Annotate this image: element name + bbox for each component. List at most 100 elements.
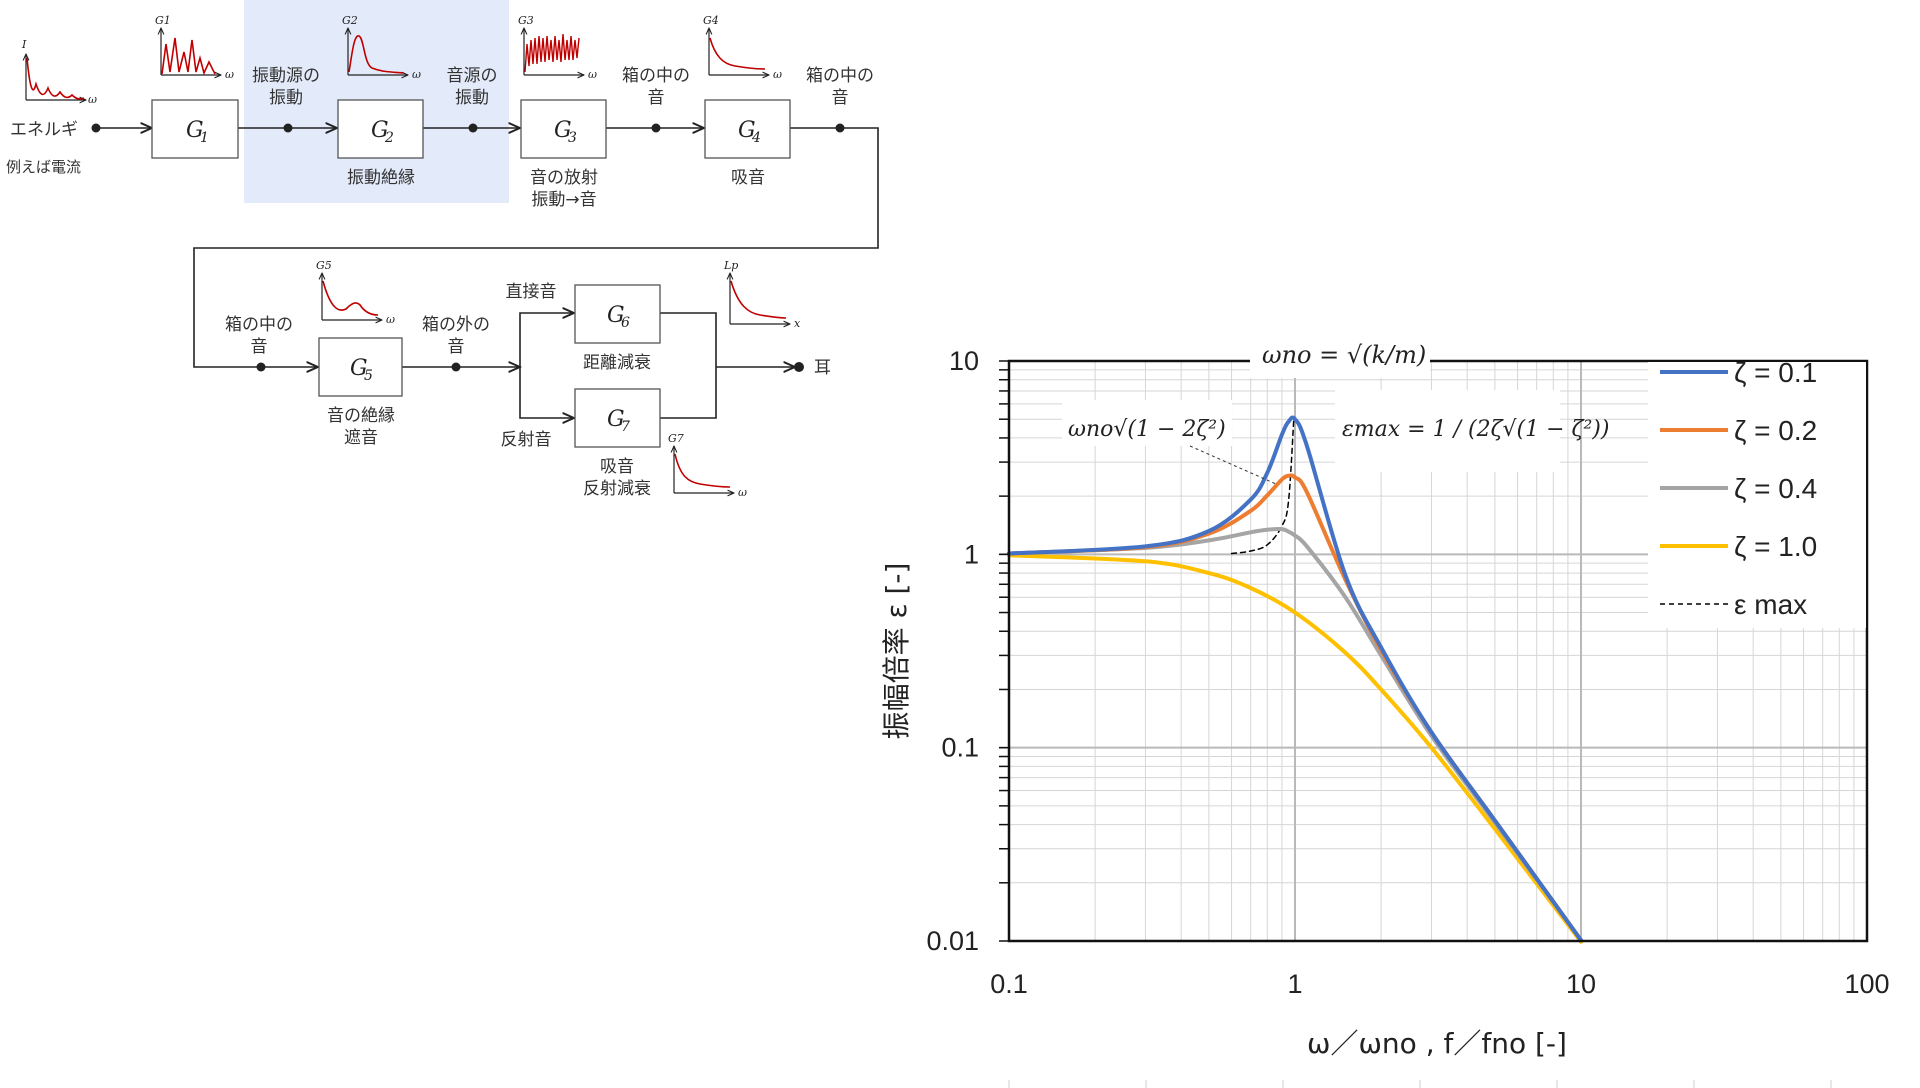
block-caption-g5a: 音の絶縁 [327,406,395,426]
output-ear-label: 耳 [814,358,831,378]
svg-text:7: 7 [621,419,630,435]
signal-nodes [91,123,845,372]
mini-graph-g1: G1 ω [155,14,234,81]
mini-graph-g3: G3 ω [518,14,597,81]
legend-label: ζ = 0.4 [1734,473,1817,504]
svg-text:G2: G2 [342,14,358,27]
y-tick-label: 0.1 [941,733,979,763]
x-axis-label: ω／ωno , f／fno [-] [1307,1027,1567,1060]
chart-series [1007,415,1583,944]
svg-text:G5: G5 [316,259,332,272]
svg-text:ω: ω [773,68,782,81]
mini-graph-g2: G2 ω [342,14,421,81]
eps-max-annotation-bg [1335,390,1560,472]
peak-freq-annotation: ωno√(1 − 2ζ²) [1068,417,1226,442]
signal-label-3b: 音 [648,88,665,108]
tick-labels: 0.1 1 10 100 0.01 0.1 1 10 [926,346,1889,999]
block-g1: G1 [151,99,239,159]
svg-text:G: G [607,303,625,328]
signal-label-1b: 振動 [269,88,303,108]
y-tick-label: 0.01 [926,926,979,956]
svg-text:G7: G7 [668,432,684,445]
svg-text:G: G [607,407,625,432]
svg-text:ω: ω [588,68,597,81]
svg-text:1: 1 [200,130,209,146]
block-caption-g4: 吸音 [731,168,765,188]
bottom-faint-ticks [1008,1080,1832,1088]
block-diagram: G1 G2 G3 G4 G5 G6 G7 エネルギ 例えば電流 振動源の 振動 … [6,0,879,499]
svg-text:Lp: Lp [723,259,738,272]
omega-no-annotation: ωno = √(k/m) [1262,341,1426,369]
legend-label: ζ = 0.1 [1734,357,1817,388]
block-caption-g3b: 振動→音 [531,190,596,210]
y-tick-label: 1 [964,539,979,569]
y-tick-label: 10 [949,346,979,376]
block-g5: G5 [318,337,403,397]
signal-label-2a: 音源の [447,66,498,86]
svg-text:ω: ω [412,68,421,81]
svg-text:ω: ω [88,93,97,106]
block-caption-g5b: 遮音 [344,428,378,448]
block-caption-g6: 距離減衰 [583,353,651,373]
svg-text:G4: G4 [703,14,719,27]
signal-label-1a: 振動源の [252,66,320,86]
block-caption-g7a: 吸音 [600,457,634,477]
signal-label-5b: 音 [251,337,268,357]
x-tick-label: 0.1 [990,969,1028,999]
svg-text:ω: ω [386,313,395,326]
block-g4: G4 [704,99,791,159]
svg-text:2: 2 [384,130,394,146]
signal-label-3a: 箱の中の [622,66,690,86]
legend-label: ζ = 0.2 [1734,415,1817,446]
omega-no-annotation-bg [1250,318,1430,378]
svg-text:G: G [371,118,389,143]
legend-label: ε max [1734,589,1807,620]
svg-text:5: 5 [364,368,373,384]
block-caption-g2: 振動絶縁 [347,168,415,188]
svg-text:G: G [738,118,756,143]
signal-label-6a: 箱の外の [422,315,490,335]
peak-freq-annotation-bg [1062,400,1232,446]
series-line [1007,415,1583,943]
legend: ζ = 0.1 ζ = 0.2 ζ = 0.4 ζ = 1.0 ε max [1660,357,1817,620]
block-g2: G2 [337,99,424,159]
source-sublabel: 例えば電流 [6,158,81,176]
direct-sound-label: 直接音 [506,282,557,302]
legend-label: ζ = 1.0 [1734,531,1817,562]
svg-text:G1: G1 [155,14,171,27]
signal-label-6b: 音 [448,337,465,357]
peak-freq-leader [1189,445,1277,485]
signal-label-4a: 箱の中の [806,66,874,86]
block-caption-g3a: 音の放射 [530,168,598,188]
y-axis-label: 振幅倍率 ε [-] [880,563,913,740]
signal-label-4b: 音 [832,88,849,108]
signal-label-2b: 振動 [455,88,489,108]
x-tick-label: 100 [1844,969,1889,999]
eps-max-annotation: εmax = 1 / (2ζ√(1 − ζ²)) [1342,417,1609,442]
mini-graph-g4: G4 ω [703,14,782,81]
svg-text:ω: ω [738,486,747,499]
series-line [1007,553,1583,944]
legend-bg [1648,362,1866,628]
mini-graph-input: I ω [21,38,97,106]
block-caption-g7b: 反射減衰 [583,479,651,499]
block-g7: G7 [574,388,661,448]
block-g3: G3 [520,99,607,159]
x-tick-label: 1 [1287,969,1302,999]
reflected-sound-label: 反射音 [501,430,552,450]
series-line [1230,418,1295,555]
signal-label-5a: 箱の中の [225,315,293,335]
block-g6: G6 [574,284,661,344]
source-label: エネルギ [10,120,78,140]
svg-text:3: 3 [568,130,577,146]
svg-text:ω: ω [225,68,234,81]
svg-text:G: G [350,356,368,381]
plot-frame [1007,359,1869,943]
svg-text:6: 6 [621,315,630,331]
mini-graph-output: Lp x [723,259,801,330]
mini-graph-g7: G7 ω [668,432,747,499]
svg-text:x: x [794,317,801,330]
x-tick-label: 10 [1566,969,1596,999]
svg-text:G3: G3 [518,14,534,27]
